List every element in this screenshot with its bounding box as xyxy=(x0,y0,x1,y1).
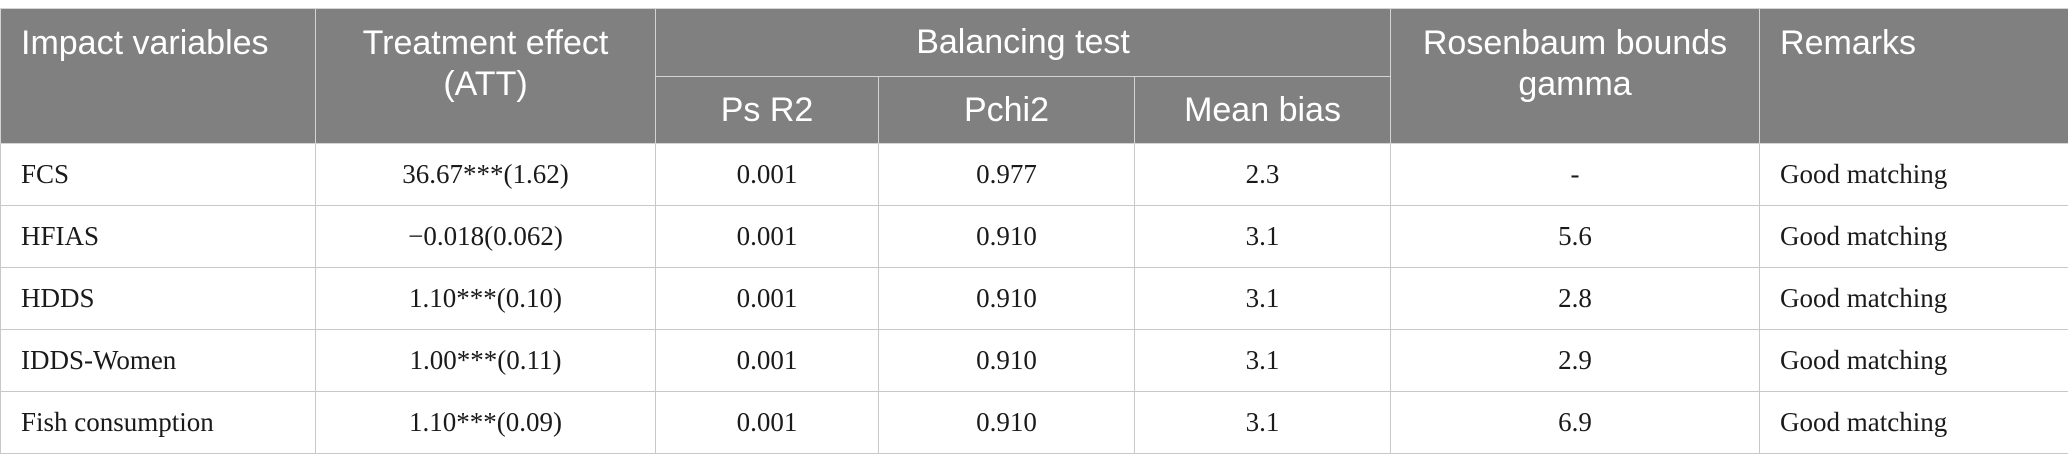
cell-ps-r2: 0.001 xyxy=(655,267,879,330)
cell-att: 1.10***(0.09) xyxy=(315,391,656,454)
cell-mean-bias: 2.3 xyxy=(1133,143,1392,206)
table-body: FCS 36.67***(1.62) 0.001 0.977 2.3 - Goo… xyxy=(0,143,2068,454)
header-pchi2: Pchi2 xyxy=(878,76,1135,144)
table-header: Impact variables Treatment effect (ATT) … xyxy=(0,8,2068,144)
cell-ps-r2: 0.001 xyxy=(655,391,879,454)
header-impact-variables: Impact variables xyxy=(0,8,316,144)
cell-pchi2: 0.910 xyxy=(878,205,1135,268)
cell-att: −0.018(0.062) xyxy=(315,205,656,268)
cell-att: 36.67***(1.62) xyxy=(315,143,656,206)
cell-mean-bias: 3.1 xyxy=(1133,329,1392,392)
impact-results-table: Impact variables Treatment effect (ATT) … xyxy=(0,8,2068,454)
table-row: Fish consumption 1.10***(0.09) 0.001 0.9… xyxy=(0,391,2068,454)
cell-variable: FCS xyxy=(0,143,316,206)
cell-remarks: Good matching xyxy=(1759,205,2068,268)
cell-mean-bias: 3.1 xyxy=(1133,205,1392,268)
cell-variable: Fish consumption xyxy=(0,391,316,454)
cell-remarks: Good matching xyxy=(1759,267,2068,330)
header-rosenbaum-bounds: Rosenbaum bounds gamma xyxy=(1390,8,1761,144)
cell-pchi2: 0.910 xyxy=(878,267,1135,330)
cell-gamma: 2.9 xyxy=(1390,329,1761,392)
cell-ps-r2: 0.001 xyxy=(655,329,879,392)
header-ps-r2: Ps R2 xyxy=(655,76,879,144)
header-remarks: Remarks xyxy=(1759,8,2068,144)
header-balancing-test: Balancing test xyxy=(654,8,1392,77)
cell-pchi2: 0.910 xyxy=(878,391,1135,454)
cell-variable: IDDS-Women xyxy=(0,329,316,392)
table-row: FCS 36.67***(1.62) 0.001 0.977 2.3 - Goo… xyxy=(0,143,2068,206)
cell-att: 1.10***(0.10) xyxy=(315,267,656,330)
cell-variable: HFIAS xyxy=(0,205,316,268)
cell-gamma: - xyxy=(1390,143,1761,206)
cell-variable: HDDS xyxy=(0,267,316,330)
cell-mean-bias: 3.1 xyxy=(1133,267,1392,330)
cell-ps-r2: 0.001 xyxy=(655,143,879,206)
cell-remarks: Good matching xyxy=(1759,329,2068,392)
cell-mean-bias: 3.1 xyxy=(1133,391,1392,454)
cell-pchi2: 0.977 xyxy=(878,143,1135,206)
cell-gamma: 5.6 xyxy=(1390,205,1761,268)
cell-remarks: Good matching xyxy=(1759,391,2068,454)
cell-gamma: 6.9 xyxy=(1390,391,1761,454)
header-mean-bias: Mean bias xyxy=(1133,76,1392,144)
cell-gamma: 2.8 xyxy=(1390,267,1761,330)
cell-att: 1.00***(0.11) xyxy=(315,329,656,392)
cell-ps-r2: 0.001 xyxy=(655,205,879,268)
table-row: HDDS 1.10***(0.10) 0.001 0.910 3.1 2.8 G… xyxy=(0,267,2068,330)
results-table-container: Impact variables Treatment effect (ATT) … xyxy=(0,8,2068,454)
table-row: HFIAS −0.018(0.062) 0.001 0.910 3.1 5.6 … xyxy=(0,205,2068,268)
cell-remarks: Good matching xyxy=(1759,143,2068,206)
header-treatment-effect: Treatment effect (ATT) xyxy=(315,8,656,144)
cell-pchi2: 0.910 xyxy=(878,329,1135,392)
table-row: IDDS-Women 1.00***(0.11) 0.001 0.910 3.1… xyxy=(0,329,2068,392)
